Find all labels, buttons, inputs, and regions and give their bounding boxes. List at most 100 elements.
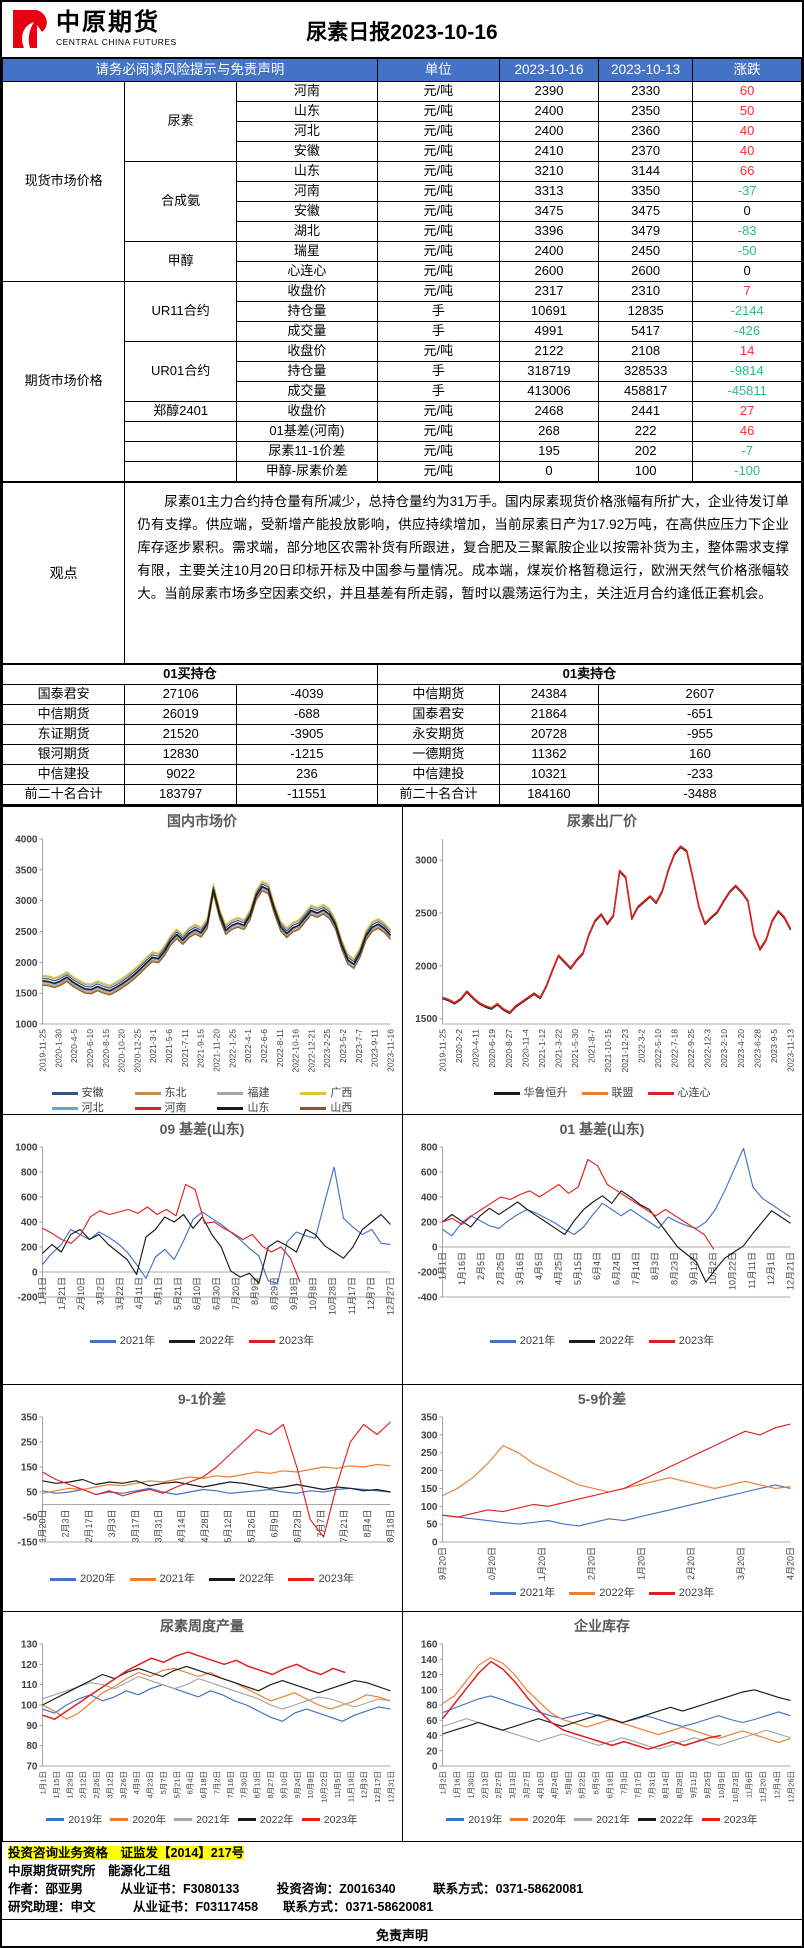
chart-canvas: 1500 2000 2500 3000 2019-11-25 2020-2-2 2020-4… [415,838,795,1072]
value-cell: 318719 [498,361,600,382]
x-axis-label: 2020-6-10 [84,1028,94,1067]
value-cell: 元/吨 [376,161,500,182]
legend-swatch [300,1107,327,1111]
legend-item: 2019年 [46,1813,102,1828]
x-axis-label: 2022-9-25 [686,1028,696,1067]
legend-swatch [129,1577,156,1581]
legend-item: 广西 [285,1086,368,1101]
viewpoint-row: 观点 尿素01主力合约持仓量有所减少，总持仓量约为31万手。国内尿素现货价格涨幅… [2,482,802,664]
report-header: 中原期货 CENTRAL CHINA FUTURES 尿素日报2023-10-1… [2,2,802,58]
series-line-2021年 [441,1483,791,1526]
x-axis-label: 8月29日 [269,1277,279,1310]
value-cell: 2330 [597,81,694,102]
legend-swatch [169,1339,196,1343]
x-axis-label: 3月27日 [522,1771,531,1799]
x-axis-label: 2022-12-21 [306,1028,316,1072]
legend-swatch [50,1577,77,1581]
x-axis-label: 5月21日 [172,1277,182,1310]
x-axis-label: 2023-11-16 [385,1028,395,1071]
table-row: 银河期货 12830 -1215 一德期货 11362 160 [2,744,802,765]
y-tick-label: 0 [31,1267,37,1278]
x-axis-label: 11月5日 [332,1771,341,1798]
x-axis-label: 3月16日 [514,1252,524,1285]
value-cell: 元/吨 [376,401,500,422]
x-axis-label: 4月20日 [785,1547,795,1580]
broker-name-cell: 前二十名合计 [376,784,500,805]
series-line-2022年 [441,1444,791,1496]
y-tick-label: 50 [426,1519,438,1530]
x-axis-label: 11月19日 [346,1771,355,1802]
x-axis-label: 1月1日 [437,1252,447,1280]
x-axis-label: 2023-9-11 [369,1028,379,1066]
value-cell: 222 [597,421,694,442]
x-axis-label: 1月29日 [65,1771,74,1799]
legend-item: 2019年 [446,1813,502,1828]
broker-name-cell: 中信建投 [376,764,500,785]
positions-header-row: 01买持仓 01卖持仓 [2,664,802,685]
legend-item: 2021年 [574,1813,630,1828]
item-label-cell: 山东 [236,161,378,182]
x-axis-label: 1月16日 [456,1252,466,1285]
legend-label: 安徽 [81,1086,104,1099]
position-value-cell: -3488 [598,784,802,805]
x-axis-label: 1月30日 [466,1771,475,1799]
chart-urea-exfactory-price: 尿素出厂价 1500 2000 2500 3000 2019-11-25 2020-2-2 2… [401,805,802,1115]
chart-urea-weekly-output: 尿素周度产量 70 80 90 100 110 120 130 1月1日 1月15日 1月29日 2月… [2,1610,403,1842]
legend-item: 2022年 [637,1813,694,1828]
x-axis-label: 2020-4-11 [470,1028,480,1066]
legend-item: 2023年 [301,1813,358,1828]
positions-body: 国泰君安 27106 -4039 中信期货 24384 2607 中信期货 26019 -688… [2,684,802,805]
x-axis-label: 3月12日 [105,1771,114,1799]
y-tick-label: 100 [20,1700,37,1711]
footer-credentials: 投资咨询业务资格 证监发【2014】217号 中原期货研究所 能源化工组 作者：… [2,1842,802,1919]
chart-canvas: -200 0 200 400 600 800 1000 1月1日 1月21日 2月10日 3月2日 3… [15,1142,395,1315]
position-value-cell: 9022 [124,764,238,785]
y-tick-label: 300 [420,1430,437,1441]
value-cell: 3144 [597,161,694,182]
y-tick-label: -200 [17,1292,37,1303]
position-value-cell: 183797 [124,784,238,805]
series-line-联盟 [441,844,791,1012]
subgroup-cell: UR01合约 [124,341,238,402]
value-cell: 手 [376,301,500,322]
value-cell: 3479 [597,221,694,242]
legend-swatch [209,1577,235,1581]
charts-grid: 国内市场价 1000 1500 2000 2500 3000 3500 4000 2019-11… [2,805,802,1842]
x-axis-label: 5月21日 [172,1771,181,1799]
x-axis-label: 1月1日 [37,1277,47,1305]
change-cell: -2144 [692,301,802,322]
change-cell: 0 [692,261,802,282]
chart-title: 09 基差(山东) [159,1120,245,1137]
item-label-cell: 持仓量 [236,301,378,322]
chart-canvas: 0 20 40 60 80 100 120 140 160 1月2日 1月16日 1月30日 2月13日… [420,1639,795,1802]
legend-label: 广西 [330,1086,353,1099]
x-axis-label: 3月22日 [114,1277,124,1310]
change-cell: -83 [692,221,802,242]
x-axis-label: 1月2日 [438,1771,447,1794]
positions-long-title: 01买持仓 [2,664,378,685]
legend-label: 2023年 [678,1334,715,1347]
x-axis-label: 2021-5-30 [570,1028,580,1067]
y-tick-label: 350 [20,1412,37,1423]
x-axis-label: 8月18日 [385,1509,395,1542]
x-axis-label: 2月5日 [476,1252,486,1280]
x-axis-label: 10月22日 [727,1252,737,1290]
position-value-cell: -3905 [236,724,378,745]
value-cell: 2450 [597,241,694,262]
position-value-cell: 12830 [124,744,238,765]
legend-label: 2022年 [199,1334,235,1347]
chart-canvas: 70 80 90 100 110 120 130 1月1日 1月15日 1月29日 2月12日 2月2… [20,1639,395,1802]
y-tick-label: 200 [20,1242,37,1253]
x-axis-label: 3月3日 [107,1509,117,1537]
x-axis-label: 2023-2-10 [719,1028,729,1067]
x-axis-label: 2020-4-5 [69,1028,79,1062]
legend-swatch [110,1818,129,1822]
chart-legend: 安徽 东北 福建 广西 河北 河南 山东 山西 [5,1086,400,1114]
legend-label: 2022年 [259,1813,294,1826]
broker-name-cell: 国泰君安 [2,684,126,705]
price-table-header-row: 请务必阅读风险提示与免责声明 单位 2023-10-16 2023-10-13 涨跌 [2,58,802,82]
series-line-山西 [41,889,391,996]
y-tick-label: 350 [420,1412,437,1423]
disclaimer-box: 免责声明 本报告中的信息由中原期货整理分析，均来源于已公开的资料，报告中的信息分… [2,1918,802,1947]
broker-name-cell: 东证期货 [2,724,126,745]
